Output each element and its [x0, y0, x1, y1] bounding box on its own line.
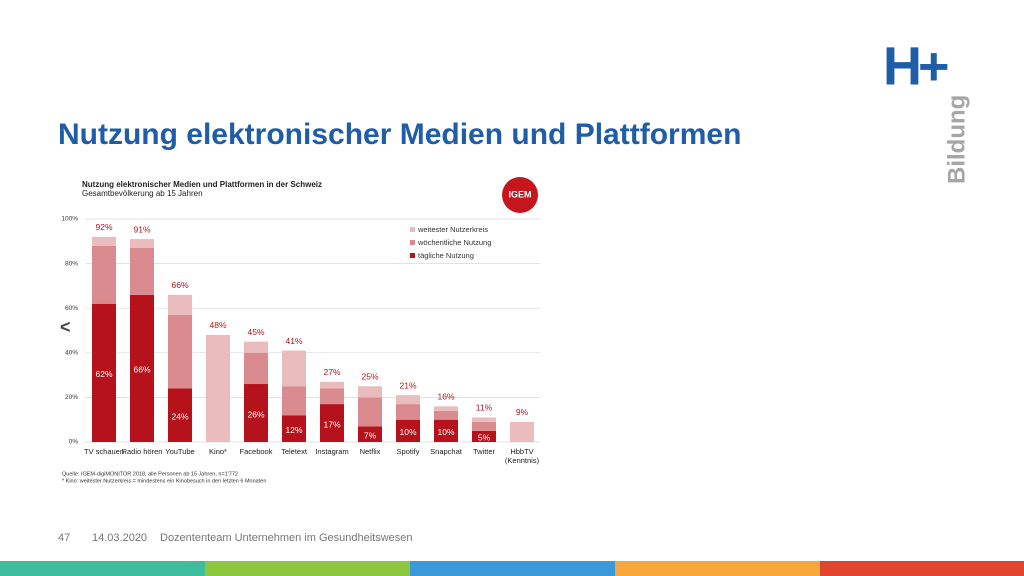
strip	[205, 561, 410, 576]
x-tick-label: Teletext	[281, 447, 307, 456]
y-tick-label: 40%	[65, 350, 78, 357]
total-label: 91%	[133, 224, 150, 234]
total-label: 92%	[95, 222, 112, 232]
total-label: 25%	[361, 372, 378, 382]
total-label: 11%	[476, 403, 493, 413]
nav-prev[interactable]: <	[60, 317, 71, 337]
total-label: 45%	[247, 327, 264, 337]
y-tick-label: 20%	[65, 394, 78, 401]
data-label: 12%	[285, 425, 302, 435]
y-tick-label: 80%	[65, 260, 78, 267]
data-label: 10%	[437, 427, 454, 437]
bar-segment	[130, 294, 154, 442]
data-label: 26%	[247, 409, 264, 419]
bar-segment	[472, 417, 496, 422]
x-tick-label: Twitter	[472, 447, 496, 456]
x-tick-label: Snapchat	[430, 447, 462, 456]
bar-segment	[130, 247, 154, 295]
bar-segment	[282, 386, 306, 416]
bar-segment	[396, 419, 420, 442]
strip	[615, 561, 820, 576]
legend-label: weitester Nutzerkreis	[417, 225, 488, 234]
bar-segment	[358, 397, 382, 427]
bar-segment	[92, 303, 116, 442]
bar-segment	[282, 415, 306, 442]
x-tick-label: Facebook	[239, 447, 273, 456]
total-label: 48%	[209, 320, 226, 330]
data-label: 17%	[323, 419, 340, 429]
x-tick-label: HbbTV (Kenntnis)	[504, 447, 540, 465]
data-label: 10%	[399, 427, 416, 437]
bar-segment	[510, 421, 534, 442]
total-label: 9%	[516, 407, 529, 417]
total-label: 16%	[437, 392, 454, 402]
page-number: 47	[58, 532, 70, 544]
total-label: 21%	[399, 380, 416, 390]
y-tick-label: 60%	[65, 305, 78, 312]
data-label: 62%	[95, 369, 112, 379]
legend-swatch	[410, 253, 415, 258]
source: Quelle: IGEM-digiMONITOR 2018, alle Pers…	[62, 471, 238, 477]
strip	[0, 561, 205, 576]
data-label: 66%	[133, 365, 150, 375]
x-tick-label: Radio hören	[121, 447, 163, 456]
bar-segment	[244, 352, 268, 385]
data-label: 7%	[364, 430, 377, 440]
bar-segment	[320, 388, 344, 405]
bar-segment	[92, 245, 116, 304]
bar-segment	[168, 388, 192, 442]
bar-segment	[92, 236, 116, 246]
bar-segment	[320, 381, 344, 389]
legend-swatch	[410, 240, 415, 245]
strip	[820, 561, 1024, 576]
bar-segment	[168, 314, 192, 389]
bar-segment	[472, 430, 496, 442]
total-label: 41%	[285, 336, 302, 346]
strip	[410, 561, 615, 576]
data-label: 5%	[478, 433, 491, 443]
x-tick-label: Spotify	[396, 447, 420, 456]
total-label: 27%	[323, 367, 340, 377]
y-tick-label: 0%	[69, 439, 79, 446]
bar-segment	[434, 410, 458, 420]
bar-segment	[130, 239, 154, 248]
chart-title: Nutzung elektronischer Medien und Plattf…	[82, 180, 322, 189]
bar-segment	[206, 334, 230, 442]
y-tick-label: 100%	[61, 216, 78, 223]
bar-segment	[358, 426, 382, 442]
data-label: 24%	[171, 411, 188, 421]
x-tick-label: Kino*	[209, 447, 227, 456]
x-tick-label: Instagram	[315, 447, 349, 456]
bar-segment	[396, 395, 420, 405]
date: 14.03.2020	[92, 532, 147, 544]
total-label: 66%	[171, 280, 188, 290]
x-tick-label: YouTube	[165, 447, 195, 456]
badge-circle	[502, 177, 538, 213]
bar-segment	[244, 384, 268, 442]
x-tick-label: TV schauen	[83, 447, 125, 456]
bar-segment	[434, 419, 458, 442]
slide-title: Nutzung elektronischer Medien und Plattf…	[58, 118, 741, 151]
bar-segment	[358, 386, 382, 398]
bar-segment	[282, 350, 306, 387]
legend-swatch	[410, 227, 415, 232]
chart-subtitle: Gesamtbevölkerung ab 15 Jahren	[82, 189, 203, 198]
footer: Dozententeam Unternehmen im Gesundheitsw…	[160, 532, 413, 544]
bar-segment	[472, 421, 496, 431]
logo: H+	[883, 36, 948, 96]
bar-segment	[396, 404, 420, 420]
logo-sub: Bildung	[943, 95, 970, 184]
legend-label: tägliche Nutzung	[418, 251, 474, 260]
bar-segment	[320, 404, 344, 442]
note: * Kino: weitester Nutzerkreis = mindeste…	[62, 478, 266, 484]
badge: IGEM	[508, 189, 531, 199]
bar-segment	[434, 406, 458, 411]
bar-segment	[168, 294, 192, 315]
legend-label: wöchentliche Nutzung	[417, 238, 491, 247]
bar-segment	[244, 341, 268, 353]
x-tick-label: Netflix	[359, 447, 381, 456]
